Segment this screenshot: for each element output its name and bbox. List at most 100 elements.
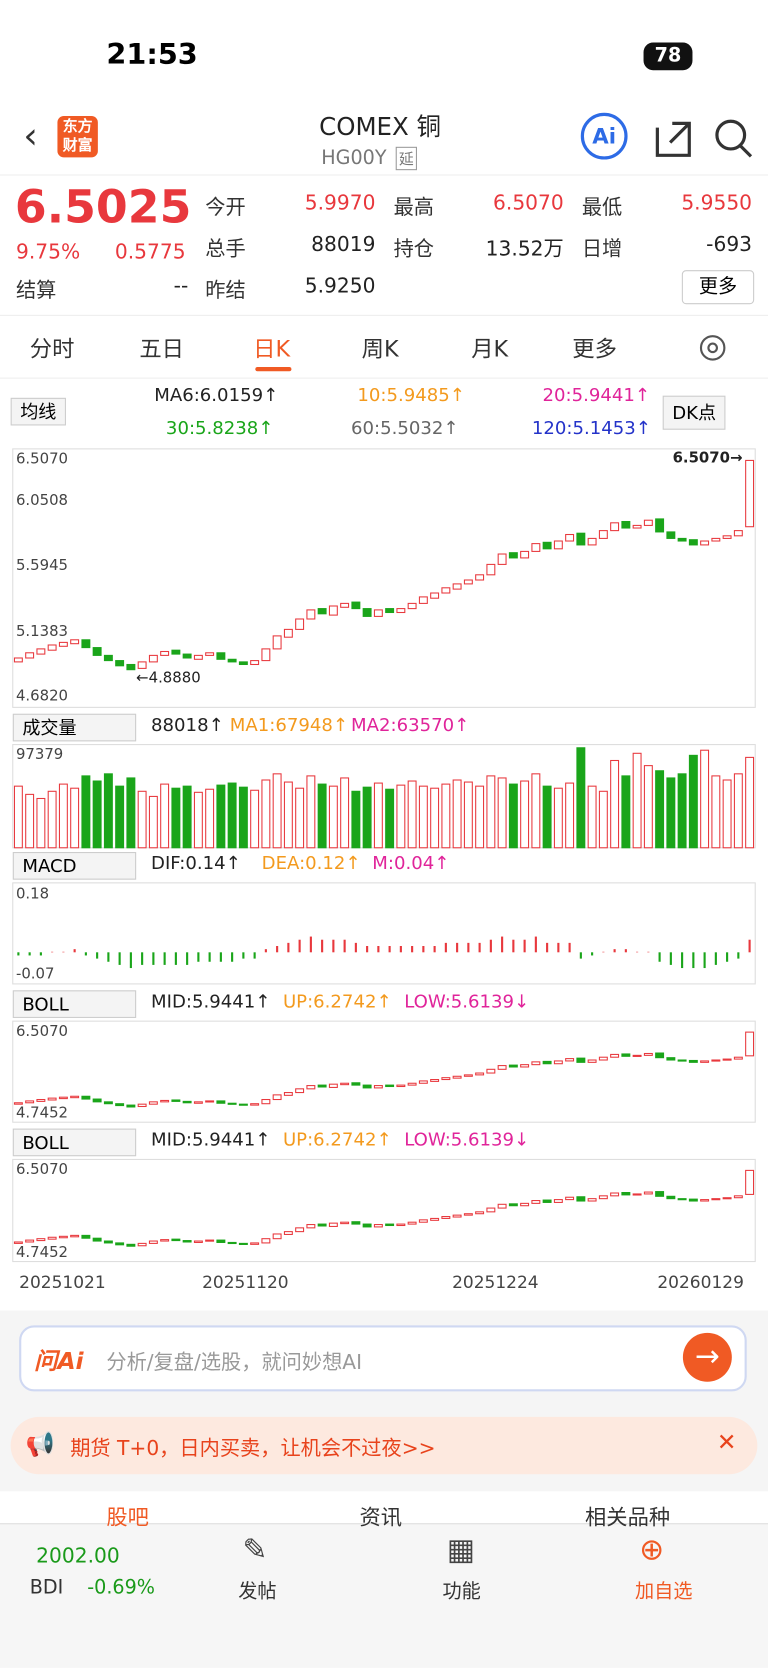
y-label: 97379 [16, 745, 63, 763]
y-label: 4.7452 [16, 1104, 68, 1122]
dk-button: DK点 [662, 395, 726, 430]
indicator-legend: 88018↑ [151, 714, 224, 737]
nav-icon[interactable]: ⊕ [639, 1531, 665, 1567]
nav-icon[interactable]: ✎ [242, 1531, 268, 1567]
volume-bar [587, 785, 597, 849]
ai-button[interactable]: Ai [580, 112, 628, 160]
candle [441, 1216, 451, 1219]
high-label: 6.5070→ [673, 448, 743, 466]
volume-bar [610, 759, 620, 849]
y-label: -0.07 [16, 964, 55, 982]
indicator-legend: M:0.04↑ [372, 853, 450, 875]
candle [531, 1200, 541, 1204]
candle [306, 1224, 316, 1229]
candle [542, 541, 552, 550]
volume-bar [700, 749, 710, 849]
y-label: 6.5070 [16, 1022, 68, 1040]
volume-bar [441, 783, 451, 849]
volume-bar [92, 780, 102, 849]
candle [688, 1059, 698, 1063]
candle [688, 539, 698, 546]
volume-bar [205, 788, 215, 849]
volume-bar [688, 754, 698, 849]
candle [587, 537, 597, 546]
candle [70, 639, 80, 645]
candle [430, 1079, 440, 1082]
candle [666, 531, 676, 539]
candle [103, 1101, 113, 1105]
share-icon[interactable] [655, 121, 691, 157]
indicator-legend: UP:6.2742↑ [282, 991, 392, 1013]
candle [58, 641, 68, 647]
volume-bar [126, 777, 136, 849]
candle [655, 1191, 665, 1197]
date-label: 20251120 [202, 1273, 289, 1293]
candle [216, 1100, 226, 1104]
promo-close[interactable]: ✕ [716, 1429, 737, 1457]
volume-bar [520, 780, 530, 849]
candle [385, 608, 395, 614]
candle [362, 608, 372, 617]
candle [486, 1068, 496, 1074]
more-button[interactable]: 更多 [681, 270, 755, 305]
tab: 日K [253, 336, 291, 362]
volume-bar [430, 787, 440, 849]
volume-bar [396, 784, 406, 849]
ma-legend: 30:5.8238↑ [165, 418, 274, 440]
ask-brand: 问Ai [34, 1348, 84, 1376]
volume-bar [160, 783, 170, 849]
stat-value: 5.9970 [304, 191, 376, 215]
candle [373, 1085, 383, 1089]
candle [227, 1241, 237, 1245]
settings-icon[interactable] [697, 332, 729, 364]
candle [497, 1203, 507, 1209]
candle [407, 1221, 417, 1225]
volume-bar [261, 779, 271, 849]
candle [722, 535, 732, 539]
tab: 分时 [29, 336, 75, 362]
ask-box[interactable] [19, 1325, 747, 1392]
candle [216, 652, 226, 660]
candle [317, 608, 327, 615]
candle [272, 635, 282, 650]
candle [542, 1060, 552, 1065]
stat-label: 结算 [15, 278, 57, 303]
candle [508, 1064, 518, 1068]
candle [463, 579, 473, 585]
volume-bar [216, 784, 226, 849]
candle [632, 1054, 642, 1057]
search-icon[interactable] [715, 119, 747, 151]
candle [261, 1098, 271, 1105]
volume-bar [328, 785, 338, 849]
candle [193, 654, 203, 660]
promo-banner[interactable] [10, 1416, 758, 1475]
candle [137, 1242, 147, 1247]
candle [250, 1242, 260, 1245]
volume-bar [47, 790, 57, 849]
candle [632, 524, 642, 529]
candle [126, 1243, 136, 1247]
candle [598, 1195, 608, 1200]
volume-bar [677, 773, 687, 849]
nav-icon[interactable]: ▦ [446, 1531, 475, 1567]
ma-legend: 120:5.1453↑ [531, 418, 651, 440]
panel-frame [12, 1158, 756, 1263]
volume-bar [407, 780, 417, 849]
volume-bar [137, 790, 147, 849]
candle [126, 663, 136, 671]
volume-bar [508, 783, 518, 849]
low-label: ←4.8880 [136, 669, 201, 687]
candle [295, 618, 305, 630]
candle [565, 1196, 575, 1201]
panel-frame [12, 882, 756, 985]
back[interactable]: ‹ [23, 114, 38, 158]
ask-send[interactable]: → [682, 1332, 732, 1382]
candle [396, 608, 406, 614]
volume-bar [553, 787, 563, 849]
volume-bar [103, 773, 113, 849]
candle [340, 1082, 350, 1086]
candle [103, 654, 113, 662]
candle [587, 1198, 597, 1202]
candle [385, 1084, 395, 1088]
volume-bar [306, 775, 316, 849]
